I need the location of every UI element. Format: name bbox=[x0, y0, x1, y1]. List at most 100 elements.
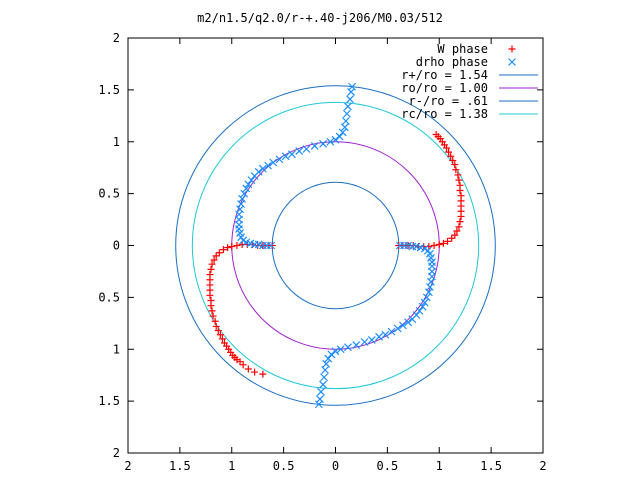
w-phase-point bbox=[239, 361, 247, 369]
circle-rcro bbox=[191, 101, 480, 390]
w-phase-point bbox=[455, 176, 463, 184]
y-tick-label: 2 bbox=[113, 446, 120, 460]
w-phase-point bbox=[444, 237, 452, 245]
drho-phase-point bbox=[326, 137, 335, 146]
drho-phase-point bbox=[338, 128, 347, 137]
y-tick-label: 1.5 bbox=[98, 394, 120, 408]
reference-circles bbox=[175, 85, 496, 406]
drho-phase-point bbox=[302, 145, 311, 153]
drho-phase-point bbox=[327, 350, 336, 359]
y-tick-label: 1 bbox=[113, 135, 120, 149]
w-phase-point bbox=[215, 249, 223, 257]
drho-phase-point bbox=[321, 366, 330, 374]
chart-title: m2/n1.5/q2.0/r-+.40-j206/M0.03/512 bbox=[197, 11, 443, 25]
legend-label: r+/ro = 1.54 bbox=[401, 68, 488, 82]
drho-phase-point bbox=[340, 123, 349, 132]
drho-phase-point bbox=[404, 318, 413, 327]
drho-phase-point bbox=[375, 332, 383, 341]
w-phase-point bbox=[451, 231, 459, 239]
x-tick-label: 1 bbox=[436, 459, 443, 473]
drho-phase-point bbox=[295, 147, 304, 156]
legend-label: W phase bbox=[437, 42, 488, 56]
drho-phase-point bbox=[341, 117, 350, 125]
w-phase-point bbox=[207, 265, 215, 273]
y-tick-label: 1 bbox=[113, 342, 120, 356]
series-drho-phase bbox=[235, 82, 436, 409]
w-phase-point bbox=[430, 242, 438, 249]
w-phase-point bbox=[259, 370, 267, 378]
w-phase-point bbox=[206, 291, 214, 299]
w-phase-point bbox=[457, 192, 465, 200]
drho-phase-point bbox=[258, 164, 267, 173]
w-phase-point bbox=[455, 223, 463, 231]
drho-phase-point bbox=[424, 288, 433, 297]
w-phase-point bbox=[435, 240, 443, 248]
drho-phase-point bbox=[310, 141, 319, 150]
x-tick-label: 0 bbox=[332, 459, 339, 473]
w-phase-point bbox=[210, 256, 218, 264]
drho-phase-point bbox=[247, 176, 256, 185]
x-tick-label: 0.5 bbox=[377, 459, 399, 473]
w-phase-point bbox=[432, 130, 440, 138]
x-tick-label: 1.5 bbox=[169, 459, 191, 473]
drho-phase-point bbox=[238, 194, 247, 203]
drho-phase-point bbox=[381, 330, 390, 339]
legend-x-marker bbox=[508, 58, 516, 66]
x-tick-label: 2 bbox=[124, 459, 131, 473]
w-phase-point bbox=[447, 152, 455, 160]
y-tick-label: 0 bbox=[113, 239, 120, 253]
w-phase-point bbox=[228, 243, 236, 251]
drho-phase-point bbox=[420, 298, 429, 307]
drho-phase-point bbox=[408, 315, 417, 324]
y-tick-label: 0.5 bbox=[98, 290, 120, 304]
x-tick-label: 2 bbox=[539, 459, 546, 473]
drho-phase-point bbox=[335, 132, 344, 141]
drho-phase-point bbox=[415, 306, 424, 315]
circle-r-ro bbox=[271, 181, 400, 310]
axes-frame: 2 1.5 1 0.5 0 0.5 1 1.5 221.510.500.511.52 bbox=[98, 31, 546, 473]
w-phase-point bbox=[453, 227, 461, 235]
w-phase-point bbox=[224, 244, 232, 252]
drho-phase-point bbox=[344, 343, 352, 352]
w-phase-point bbox=[208, 260, 216, 268]
w-phase-point bbox=[236, 358, 244, 366]
w-phase-point bbox=[209, 312, 217, 320]
w-phase-point bbox=[449, 156, 457, 164]
drho-phase-point bbox=[254, 167, 263, 176]
w-phase-point bbox=[212, 322, 220, 330]
legend-label: r-/ro = .61 bbox=[409, 94, 488, 108]
drho-phase-point bbox=[342, 109, 351, 118]
drho-phase-point bbox=[320, 373, 329, 382]
y-tick-label: 2 bbox=[113, 31, 120, 45]
drho-phase-point bbox=[348, 82, 357, 91]
w-phase-point bbox=[456, 218, 464, 226]
drho-phase-point bbox=[346, 95, 354, 104]
y-tick-label: 0.5 bbox=[98, 187, 120, 201]
w-phase-point bbox=[451, 161, 459, 169]
drho-phase-point bbox=[344, 102, 352, 111]
phase-series bbox=[206, 82, 465, 409]
drho-phase-point bbox=[393, 324, 402, 333]
drho-phase-point bbox=[399, 321, 407, 330]
legend-label: drho phase bbox=[416, 55, 488, 69]
drho-phase-point bbox=[317, 387, 325, 396]
drho-phase-point bbox=[324, 354, 333, 363]
x-tick-label: 1.5 bbox=[480, 459, 502, 473]
w-phase-point bbox=[439, 239, 447, 247]
w-phase-point bbox=[212, 252, 220, 260]
w-phase-point bbox=[244, 365, 252, 373]
drho-phase-point bbox=[244, 180, 253, 189]
w-phase-point bbox=[445, 148, 453, 156]
drho-phase-point bbox=[331, 347, 340, 356]
drho-phase-point bbox=[269, 158, 278, 167]
drho-phase-point bbox=[275, 155, 284, 164]
w-phase-point bbox=[216, 331, 224, 339]
drho-phase-point bbox=[387, 327, 396, 336]
w-phase-point bbox=[214, 327, 222, 335]
legend-plus-marker bbox=[508, 45, 516, 53]
circle-r+ro bbox=[175, 85, 496, 406]
w-phase-point bbox=[218, 335, 226, 343]
drho-phase-point bbox=[422, 293, 431, 302]
